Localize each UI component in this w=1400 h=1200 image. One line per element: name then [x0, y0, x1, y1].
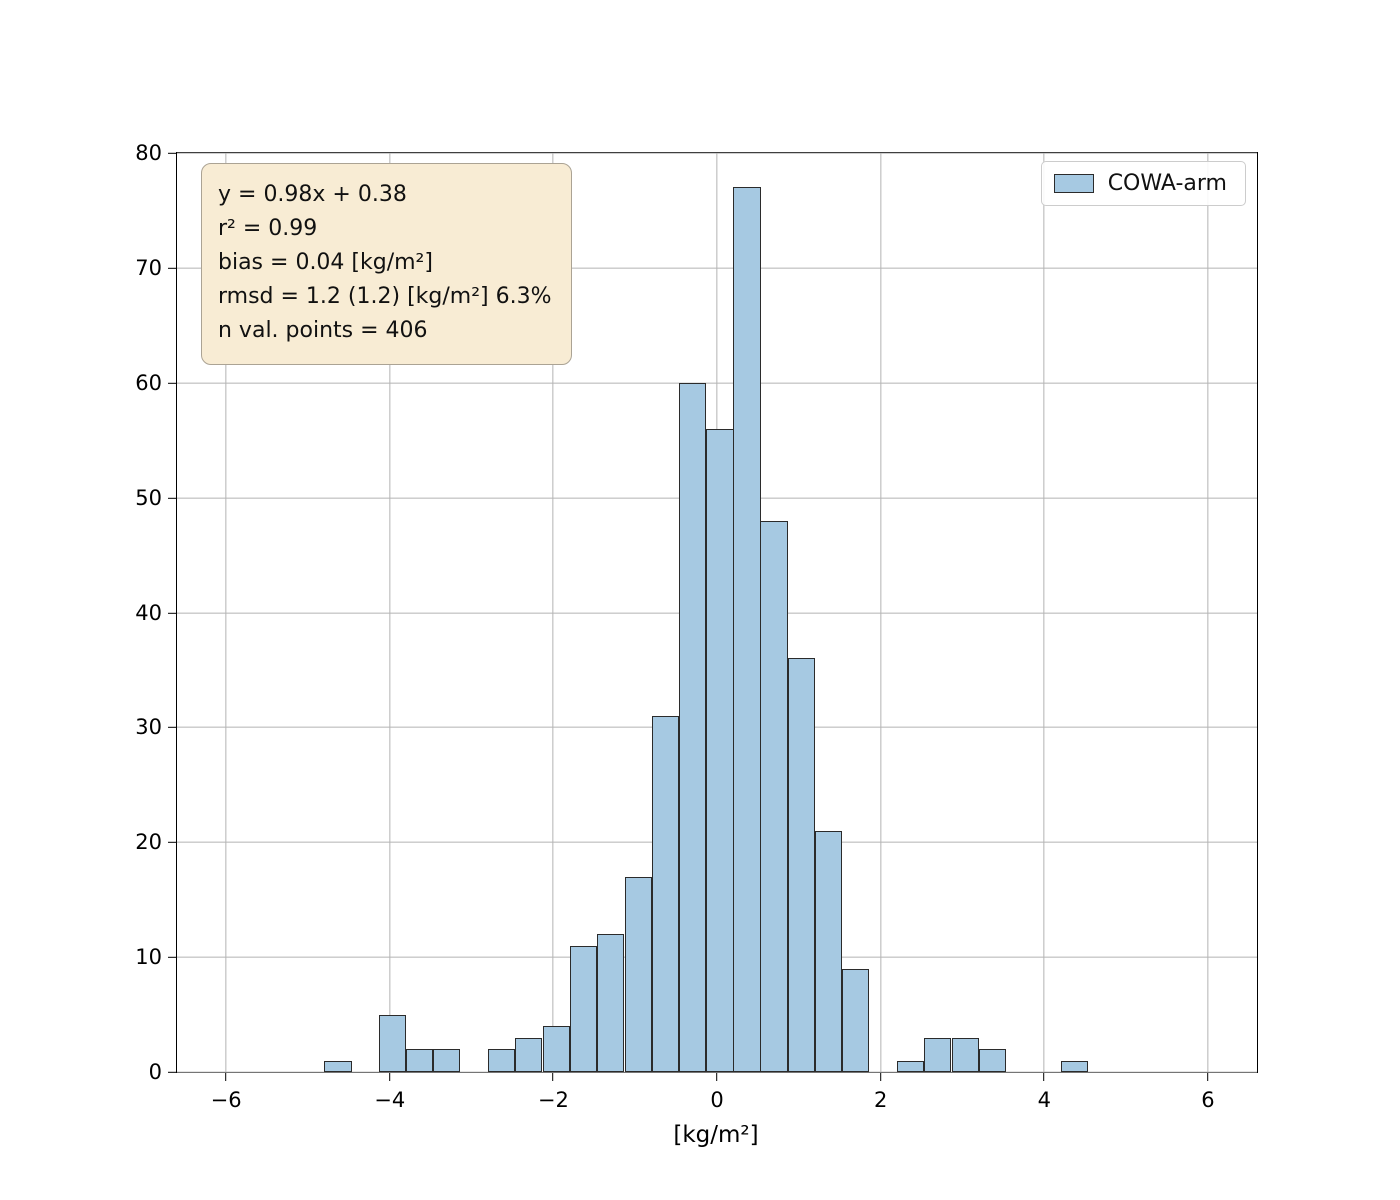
x-tick-label: 0	[710, 1088, 724, 1112]
y-tick-mark	[168, 956, 177, 958]
y-tick-mark	[168, 497, 177, 499]
y-tick-mark	[168, 727, 177, 729]
stats-line-r2: r² = 0.99	[218, 216, 318, 242]
horizontal-gridline	[177, 382, 1257, 384]
plot-area: y = 0.98x + 0.38 r² = 0.99 bias = 0.04 […	[135, 141, 1258, 1112]
histogram-bar	[760, 520, 788, 1072]
legend-label: COWA-arm	[1107, 171, 1227, 196]
x-tick-label: 2	[873, 1088, 888, 1112]
y-tick-label: 50	[135, 485, 162, 510]
stats-line-rmsd: rmsd = 1.2 (1.2) [kg/m²] 6.3%	[218, 284, 552, 310]
histogram-bar	[706, 428, 734, 1072]
histogram-bar	[788, 658, 816, 1072]
histogram-bar	[596, 934, 624, 1072]
stats-line-bias: bias = 0.04 [kg/m²]	[218, 250, 433, 276]
x-tick-mark	[225, 1072, 227, 1081]
y-tick-label: 40	[135, 600, 162, 625]
x-axis-label: [kg/m²]	[673, 1122, 759, 1148]
x-tick-label: 6	[1201, 1088, 1215, 1112]
horizontal-gridline	[177, 267, 1257, 269]
histogram-bar	[569, 945, 597, 1072]
y-tick-label: 70	[135, 255, 162, 280]
histogram-bar	[951, 1037, 980, 1072]
histogram-bar	[651, 715, 679, 1072]
x-tick-mark	[879, 1072, 881, 1081]
histogram-bar	[379, 1014, 407, 1072]
histogram-bar	[406, 1049, 434, 1072]
histogram-bar	[678, 382, 706, 1072]
y-tick-mark	[168, 267, 177, 269]
histogram-bar	[815, 830, 843, 1072]
stats-annotation-box: y = 0.98x + 0.38 r² = 0.99 bias = 0.04 […	[201, 163, 573, 366]
histogram-bar	[924, 1037, 952, 1072]
x-tick-mark	[716, 1072, 718, 1081]
histogram-bar	[842, 968, 870, 1072]
x-tick-label: −2	[537, 1088, 569, 1112]
stats-line-npoints: n val. points = 406	[218, 318, 428, 344]
histogram-bar	[624, 876, 652, 1072]
histogram-bar	[733, 187, 761, 1072]
histogram-bar	[514, 1037, 543, 1072]
histogram-bar	[433, 1049, 461, 1072]
legend: COWA-arm	[1040, 161, 1246, 206]
y-tick-label: 80	[135, 141, 162, 165]
y-tick-label: 20	[135, 830, 162, 855]
x-tick-mark	[552, 1072, 554, 1081]
histogram-bar	[487, 1049, 516, 1072]
y-tick-mark	[168, 152, 177, 154]
histogram-bar	[897, 1060, 925, 1072]
x-tick-label: −6	[210, 1088, 242, 1112]
x-tick-mark	[1043, 1072, 1045, 1081]
x-tick-mark	[388, 1072, 390, 1081]
x-tick-label: −4	[374, 1088, 406, 1112]
y-tick-mark	[168, 1071, 177, 1073]
histogram-bar	[1060, 1060, 1088, 1072]
y-tick-label: 0	[148, 1060, 162, 1084]
legend-swatch-icon	[1053, 174, 1094, 193]
horizontal-gridline	[177, 152, 1257, 154]
x-tick-label: 4	[1037, 1088, 1051, 1112]
histogram-bar	[978, 1049, 1007, 1072]
histogram-bar	[542, 1026, 570, 1072]
horizontal-gridline	[177, 1071, 1257, 1073]
y-tick-label: 60	[135, 370, 162, 395]
y-tick-mark	[168, 842, 177, 844]
y-tick-label: 10	[135, 945, 162, 970]
x-tick-mark	[1207, 1072, 1209, 1081]
y-tick-label: 30	[135, 715, 162, 740]
y-tick-mark	[168, 612, 177, 614]
histogram-bar	[324, 1060, 352, 1072]
y-tick-mark	[168, 382, 177, 384]
stats-line-equation: y = 0.98x + 0.38	[218, 182, 407, 207]
